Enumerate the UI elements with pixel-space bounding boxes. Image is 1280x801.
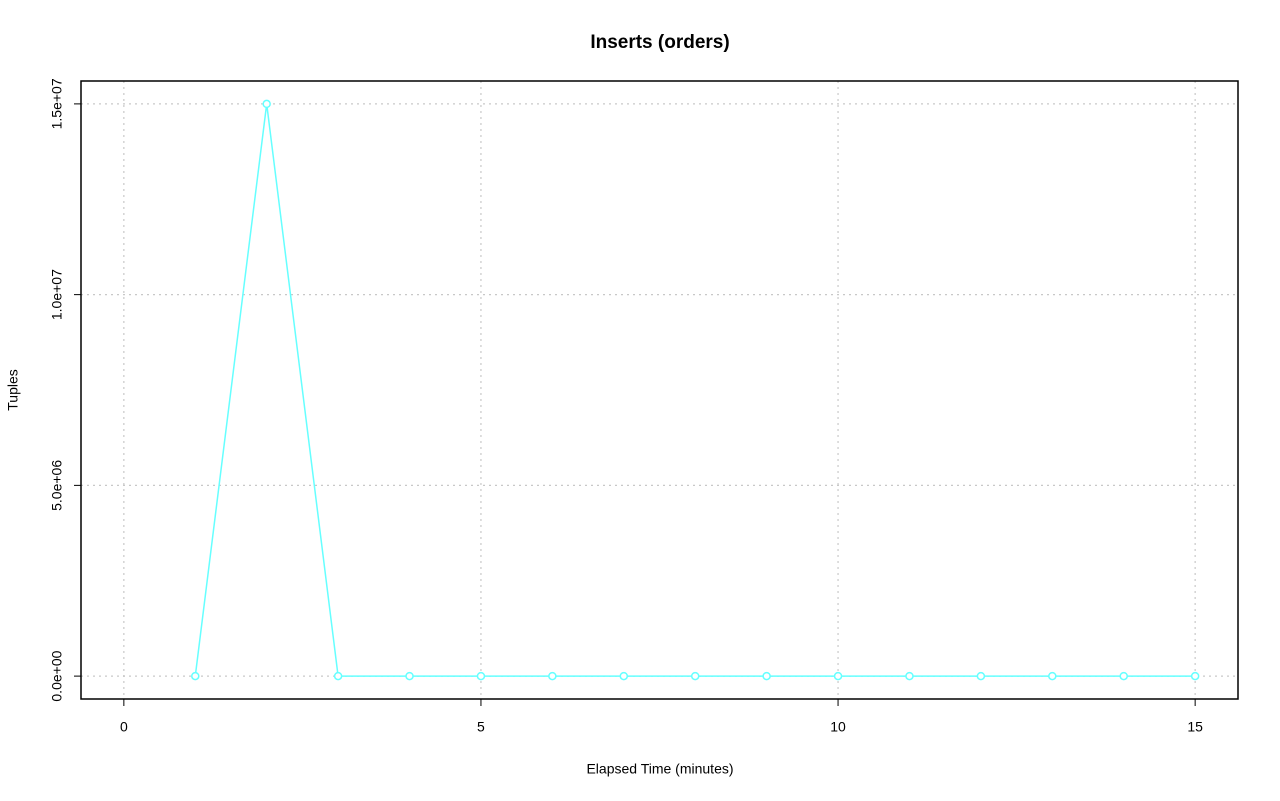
point bbox=[619, 671, 629, 681]
x-tick-label: 10 bbox=[830, 719, 846, 735]
x-axis-label: Elapsed Time (minutes) bbox=[586, 761, 733, 777]
point bbox=[1190, 671, 1200, 681]
x-tick-label: 15 bbox=[1187, 719, 1203, 735]
x-tick-label: 5 bbox=[477, 719, 485, 735]
point bbox=[762, 671, 771, 681]
y-tick-label: 1.5e+07 bbox=[49, 78, 65, 129]
point bbox=[905, 671, 914, 681]
point bbox=[262, 99, 271, 109]
chart-title: Inserts (orders) bbox=[590, 32, 729, 53]
point bbox=[191, 671, 200, 681]
point bbox=[548, 671, 557, 681]
point bbox=[833, 671, 843, 681]
point bbox=[1119, 671, 1128, 681]
line bbox=[194, 103, 1196, 677]
x-tick-label: 0 bbox=[120, 719, 128, 735]
point bbox=[333, 671, 343, 681]
y-axis-label: Tuples bbox=[5, 369, 21, 411]
y-tick-label: 1.0e+07 bbox=[49, 269, 65, 320]
y-tick-label: 5.0e+06 bbox=[49, 460, 65, 511]
point bbox=[690, 671, 700, 681]
point bbox=[405, 671, 414, 681]
point bbox=[1048, 671, 1057, 681]
plot-frame bbox=[80, 80, 1239, 700]
point bbox=[476, 671, 486, 681]
y-tick-label: 0.0e+00 bbox=[49, 650, 65, 701]
point bbox=[976, 671, 986, 681]
